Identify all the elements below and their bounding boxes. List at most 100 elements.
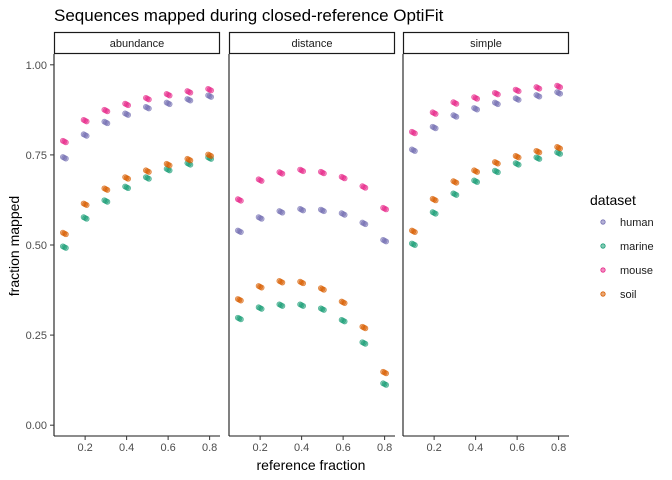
point-marine	[381, 381, 388, 388]
point-soil	[61, 230, 68, 237]
point-marine	[102, 198, 109, 204]
point-soil	[185, 156, 192, 163]
point-soil	[298, 279, 305, 286]
point-human	[493, 100, 500, 107]
point-soil	[410, 228, 417, 235]
point-marine	[277, 302, 284, 309]
point-soil	[514, 153, 521, 160]
point-human	[123, 111, 130, 118]
point-mouse	[451, 100, 458, 106]
facet-strip-label: abundance	[110, 38, 164, 50]
point-mouse	[123, 101, 130, 108]
facet-simple: simple 0.2 0.4 0.6 0.8	[402, 31, 570, 454]
point-mouse	[185, 88, 192, 95]
point-marine	[298, 302, 305, 309]
point-soil	[319, 286, 326, 292]
point-human	[206, 93, 213, 100]
point-human	[451, 113, 458, 119]
point-marine	[514, 161, 521, 167]
point-mouse	[144, 95, 151, 102]
point-human	[555, 90, 562, 96]
point-human	[102, 119, 109, 126]
point-marine	[257, 305, 264, 311]
legend-title: dataset	[590, 192, 636, 208]
facet-abundance: abundance 0.2 0.4 0.6 0.8	[53, 31, 221, 454]
point-soil	[206, 152, 213, 159]
point-mouse	[61, 138, 68, 145]
point-marine	[61, 244, 68, 251]
point-marine	[82, 215, 89, 221]
point-marine	[534, 155, 541, 162]
legend: dataset human marine mouse soil	[590, 192, 654, 301]
y-tick-label: 0.25	[26, 330, 47, 342]
point-human	[472, 105, 479, 112]
y-tick-label: 0.75	[26, 150, 47, 162]
x-tick-label: 0.2	[252, 442, 267, 454]
legend-item-human: human	[600, 217, 654, 229]
point-human	[381, 237, 388, 244]
point-soil	[165, 161, 172, 168]
x-tick-label: 0.4	[468, 442, 483, 454]
point-soil	[277, 278, 284, 285]
point-human	[277, 208, 284, 215]
point-soil	[534, 148, 541, 155]
legend-key	[600, 291, 606, 297]
point-human	[144, 104, 151, 111]
y-axis: 0.00 0.25 0.50 0.75 1.00	[26, 60, 54, 432]
point-soil	[102, 186, 109, 193]
legend-label: marine	[620, 241, 654, 253]
x-tick-label: 0.2	[426, 442, 441, 454]
x-tick-label: 0.8	[377, 442, 392, 454]
facet-strip	[53, 31, 221, 55]
x-axis-title: reference fraction	[257, 457, 366, 473]
point-mouse	[298, 167, 305, 174]
point-human	[165, 100, 172, 107]
point-mouse	[493, 90, 500, 97]
point-human	[319, 207, 326, 214]
y-axis-title: fraction mapped	[6, 196, 22, 296]
point-marine	[319, 306, 326, 313]
legend-item-mouse: mouse	[600, 265, 653, 277]
point-marine	[493, 168, 500, 175]
legend-item-marine: marine	[600, 241, 654, 253]
point-soil	[451, 179, 458, 185]
facet-panels: abundance 0.2 0.4 0.6 0.8 distance 0.2 0.4 0.6 0.…	[53, 31, 570, 454]
legend-key	[600, 243, 606, 249]
point-marine	[236, 315, 243, 322]
point-mouse	[360, 184, 367, 190]
point-mouse	[514, 87, 521, 94]
point-human	[410, 147, 417, 154]
y-tick-label: 0.00	[26, 420, 47, 432]
legend-key	[600, 267, 606, 273]
point-marine	[431, 210, 438, 216]
point-mouse	[236, 197, 243, 203]
point-mouse	[472, 95, 479, 101]
point-human	[185, 96, 192, 103]
x-tick-label: 0.6	[160, 442, 175, 454]
point-human	[257, 215, 264, 221]
point-soil	[472, 168, 479, 175]
point-soil	[82, 201, 89, 208]
x-tick-label: 0.6	[335, 442, 350, 454]
point-soil	[555, 144, 562, 151]
point-marine	[123, 184, 130, 191]
point-mouse	[534, 84, 541, 91]
facet-strip	[402, 31, 570, 55]
point-marine	[360, 340, 367, 346]
point-soil	[360, 324, 367, 331]
point-mouse	[102, 107, 109, 114]
point-soil	[123, 175, 130, 181]
point-mouse	[165, 91, 172, 98]
point-mouse	[82, 117, 89, 124]
x-tick-label: 0.2	[77, 442, 92, 454]
x-tick-label: 0.8	[202, 442, 217, 454]
point-mouse	[340, 174, 347, 181]
facet-strip-label: distance	[292, 38, 333, 50]
facet-distance: distance 0.2 0.4 0.6 0.8	[228, 31, 396, 454]
y-tick-label: 0.50	[26, 240, 47, 252]
point-soil	[493, 159, 500, 166]
point-soil	[236, 296, 243, 303]
point-human	[431, 124, 438, 131]
point-human	[514, 96, 521, 102]
